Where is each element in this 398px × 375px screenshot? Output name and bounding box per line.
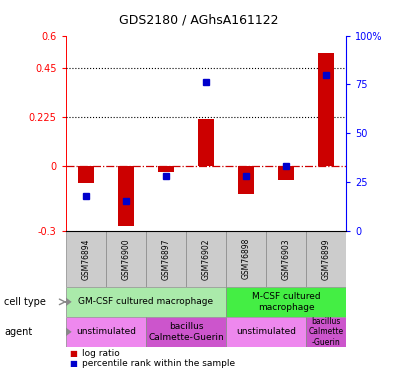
Text: ■: ■ <box>70 359 78 368</box>
Text: bacillus
Calmette
-Guerin: bacillus Calmette -Guerin <box>309 317 344 347</box>
Bar <box>198 119 214 166</box>
Bar <box>266 231 306 287</box>
Text: cell type: cell type <box>4 297 46 307</box>
Text: agent: agent <box>4 327 32 337</box>
Text: GSM76897: GSM76897 <box>161 238 170 279</box>
Text: unstimulated: unstimulated <box>236 327 296 336</box>
Text: percentile rank within the sample: percentile rank within the sample <box>82 359 235 368</box>
Bar <box>66 317 146 347</box>
Bar <box>66 287 226 317</box>
Bar <box>226 317 306 347</box>
Text: bacillus
Calmette-Guerin: bacillus Calmette-Guerin <box>148 322 224 342</box>
Bar <box>306 317 346 347</box>
Text: GSM76900: GSM76900 <box>121 238 130 280</box>
Bar <box>106 231 146 287</box>
Text: M-CSF cultured
macrophage: M-CSF cultured macrophage <box>252 292 320 312</box>
Text: unstimulated: unstimulated <box>76 327 136 336</box>
Bar <box>66 231 106 287</box>
Text: GDS2180 / AGhsA161122: GDS2180 / AGhsA161122 <box>119 13 279 26</box>
Text: GSM76894: GSM76894 <box>81 238 90 279</box>
Bar <box>226 231 266 287</box>
Text: GSM76898: GSM76898 <box>242 238 251 279</box>
Bar <box>186 231 226 287</box>
Bar <box>278 166 294 180</box>
Polygon shape <box>66 327 72 336</box>
Bar <box>158 166 174 172</box>
Bar <box>78 166 94 183</box>
Polygon shape <box>66 297 72 306</box>
Text: log ratio: log ratio <box>82 349 119 358</box>
Bar <box>146 317 226 347</box>
Bar <box>226 287 346 317</box>
Text: GSM76902: GSM76902 <box>201 238 211 279</box>
Bar <box>238 166 254 194</box>
Bar <box>118 166 134 226</box>
Text: GSM76899: GSM76899 <box>322 238 331 279</box>
Text: GM-CSF cultured macrophage: GM-CSF cultured macrophage <box>78 297 213 306</box>
Bar <box>306 231 346 287</box>
Bar <box>146 231 186 287</box>
Text: GSM76903: GSM76903 <box>282 238 291 280</box>
Bar <box>318 53 334 166</box>
Text: ■: ■ <box>70 349 78 358</box>
